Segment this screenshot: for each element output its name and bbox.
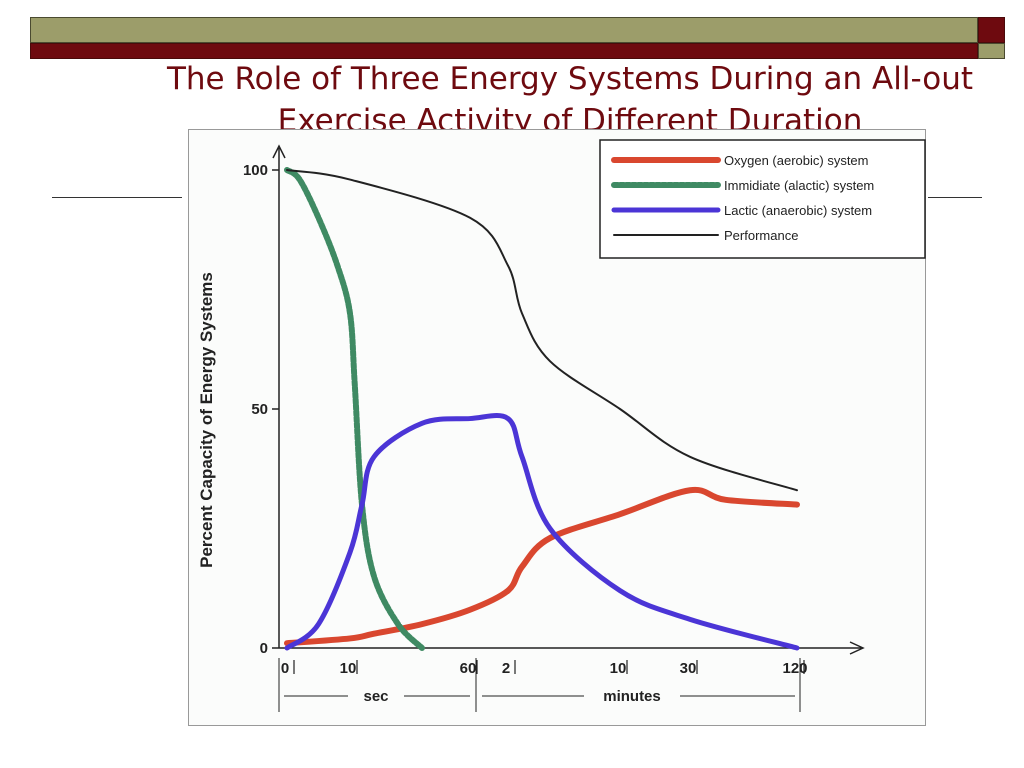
y-tick-label: 100	[243, 162, 268, 179]
title-bar-olive	[30, 17, 978, 43]
y-ticks: 100 50 0	[243, 162, 279, 657]
x-tick-label: 2	[502, 660, 510, 677]
divider-right	[928, 197, 982, 198]
series-line-0	[284, 486, 800, 647]
x-tick-label: 60	[460, 660, 477, 677]
x-tick-label: 0	[281, 660, 289, 677]
series-line-3	[286, 169, 798, 492]
corner-block-maroon	[978, 17, 1005, 43]
x-group-sec: sec	[363, 688, 388, 705]
series-line-1	[284, 167, 425, 651]
x-tick-label: 30	[680, 660, 697, 677]
legend-label: Immidiate (alactic) system	[724, 178, 874, 193]
time-brackets	[278, 658, 801, 712]
title-bar-maroon	[30, 43, 978, 59]
y-tick-label: 50	[251, 401, 268, 418]
corner-block-olive	[978, 43, 1005, 59]
legend: Oxygen (aerobic) system Immidiate (alacti…	[611, 153, 874, 243]
series-group	[284, 167, 800, 651]
x-tick-label: 120	[782, 660, 807, 677]
series-line-2	[284, 413, 800, 651]
x-group-minutes: minutes	[603, 688, 661, 705]
y-axis-title: Percent Capacity of Energy Systems	[197, 272, 216, 568]
legend-label: Lactic (anaerobic) system	[724, 203, 872, 218]
divider-left	[52, 197, 182, 198]
y-tick-label: 0	[260, 640, 268, 657]
y-axis-arrow	[272, 144, 286, 159]
x-ticks: 0 10 60 2 10 30 120	[281, 660, 808, 677]
legend-label: Performance	[724, 228, 798, 243]
x-axis-arrow	[849, 641, 865, 655]
x-tick-label: 10	[610, 660, 627, 677]
legend-label: Oxygen (aerobic) system	[724, 153, 869, 168]
x-tick-label: 10	[340, 660, 357, 677]
